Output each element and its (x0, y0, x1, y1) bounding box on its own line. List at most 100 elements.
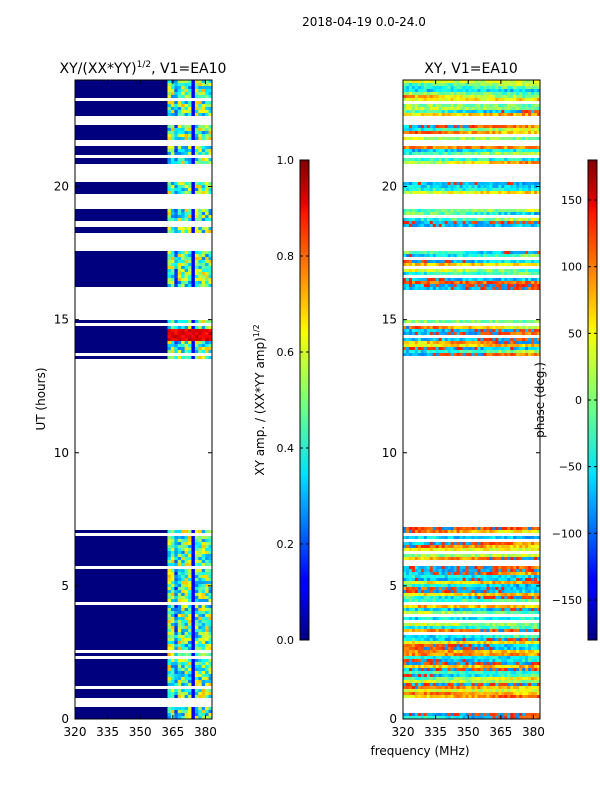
phase-cell (444, 617, 449, 620)
phase-cell (435, 185, 440, 188)
phase-cell (462, 83, 467, 86)
phase-cell (465, 344, 470, 347)
phase-cell (441, 83, 446, 86)
phase-cell (525, 89, 529, 92)
phase-cell (534, 572, 538, 575)
phase-cell (498, 251, 502, 254)
phase-cell (480, 593, 485, 596)
amplitude-cell (188, 146, 193, 149)
amplitude-row (75, 578, 212, 581)
amplitude-cell (201, 599, 206, 602)
phase-cell (504, 548, 508, 551)
amplitude-cell (194, 260, 199, 263)
phase-cell (408, 623, 413, 626)
phase-cell (495, 608, 499, 611)
amplitude-cell (167, 665, 172, 668)
phase-cell (504, 608, 508, 611)
phase-cell (465, 287, 470, 290)
phase-cell (438, 209, 443, 212)
phase-cell (429, 542, 434, 545)
amplitude-cell (184, 578, 189, 581)
phase-cell (459, 287, 464, 290)
phase-cell (403, 191, 407, 194)
phase-cell (537, 125, 540, 128)
amplitude-cell (170, 593, 175, 596)
phase-cell (444, 113, 449, 116)
phase-cell (471, 587, 476, 590)
phase-cell (450, 113, 455, 116)
phase-cell (441, 272, 446, 275)
amplitude-row (75, 581, 212, 584)
phase-cell (432, 185, 437, 188)
phase-cell (483, 530, 487, 533)
phase-cell (414, 611, 419, 614)
amplitude-cell (198, 623, 203, 626)
phase-cell (444, 344, 449, 347)
amplitude-cell (194, 125, 199, 128)
phase-cell (462, 128, 467, 131)
phase-cell (429, 350, 434, 353)
amplitude-cell (167, 347, 172, 350)
phase-cell (432, 329, 437, 332)
phase-cell (435, 254, 440, 257)
amplitude-cell (177, 629, 182, 632)
phase-cell (471, 191, 476, 194)
phase-cell (459, 107, 464, 110)
phase-cell (438, 137, 443, 140)
phase-cell (513, 329, 517, 332)
amplitude-cell (167, 551, 172, 554)
amplitude-cell (208, 710, 212, 713)
phase-cell (537, 86, 540, 89)
phase-cell (537, 572, 540, 575)
phase-cell (507, 269, 511, 272)
phase-cell (414, 161, 419, 164)
amplitude-cell (191, 215, 196, 218)
phase-cell (471, 254, 476, 257)
phase-cell (522, 188, 526, 191)
amplitude-cell (177, 623, 182, 626)
phase-cell (417, 527, 422, 530)
phase-cell (534, 611, 538, 614)
amplitude-cell (174, 653, 179, 656)
amplitude-cell (194, 341, 199, 344)
phase-cell (510, 590, 514, 593)
phase-cell (429, 593, 434, 596)
phase-cell (507, 98, 511, 101)
phase-cell (426, 83, 431, 86)
amplitude-cell (181, 545, 186, 548)
phase-cell (444, 80, 449, 83)
phase-cell (489, 596, 493, 599)
phase-cell (408, 92, 413, 95)
phase-cell (477, 338, 482, 341)
phase-cell (498, 329, 502, 332)
amplitude-cell (198, 266, 203, 269)
amplitude-cell (181, 158, 186, 161)
phase-cell (516, 575, 520, 578)
phase-cell (507, 158, 511, 161)
amplitude-cell (194, 539, 199, 542)
phase-cell (513, 596, 517, 599)
phase-cell (486, 137, 490, 140)
phase-cell (501, 80, 505, 83)
amplitude-cell (198, 710, 203, 713)
phase-cell (480, 263, 485, 266)
phase-cell (486, 80, 490, 83)
phase-cell (534, 221, 538, 224)
phase-cell (456, 596, 461, 599)
phase-cell (414, 530, 419, 533)
amplitude-cell (201, 665, 206, 668)
phase-cell (492, 545, 496, 548)
amplitude-cell (191, 272, 196, 275)
phase-cell (414, 98, 419, 101)
phase-cell (444, 269, 449, 272)
amplitude-cell (191, 284, 196, 287)
phase-cell (429, 221, 434, 224)
amplitude-cell (201, 563, 206, 566)
phase-cell (468, 572, 473, 575)
phase-cell (495, 95, 499, 98)
phase-cell (480, 530, 485, 533)
phase-cell (417, 263, 422, 266)
phase-cell (498, 581, 502, 584)
phase-cell (417, 536, 422, 539)
phase-cell (528, 530, 532, 533)
